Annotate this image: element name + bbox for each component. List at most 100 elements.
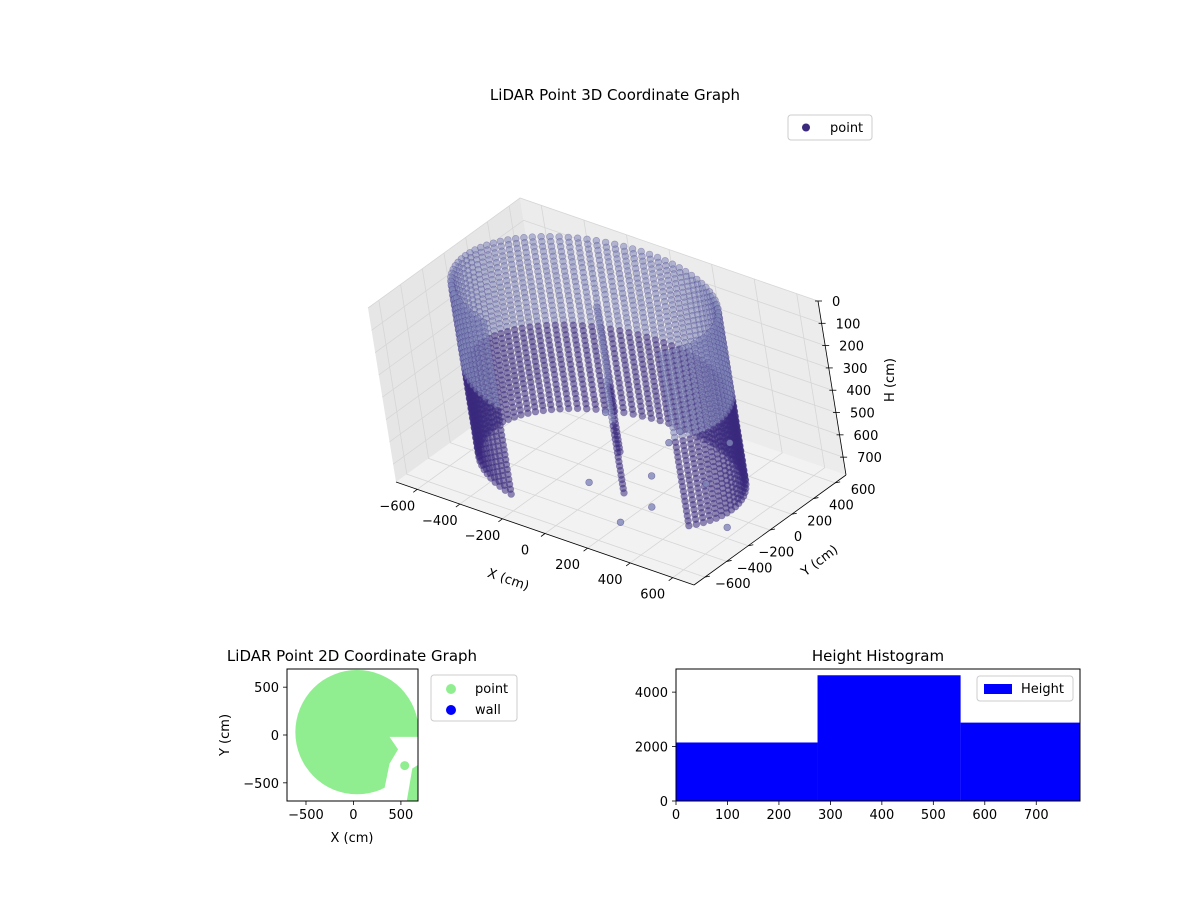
data-point	[706, 516, 714, 525]
x-tick-label: 200	[767, 808, 792, 823]
x-tick-label: 600	[972, 808, 997, 823]
data-point	[592, 405, 600, 413]
data-point	[620, 489, 628, 497]
chart-3d-points	[447, 233, 750, 532]
grid-line-z	[367, 197, 819, 309]
data-point	[629, 410, 637, 418]
data-point	[582, 405, 591, 413]
chart-2d-ylabel: Y (cm)	[218, 714, 233, 757]
histogram-bars	[676, 675, 1080, 801]
data-point	[616, 518, 625, 526]
y-tick-label: 2000	[635, 741, 668, 756]
y-tick	[748, 544, 754, 547]
data-point	[573, 404, 582, 413]
data-point	[400, 761, 410, 771]
data-point	[718, 511, 726, 520]
data-point	[507, 490, 515, 498]
x-tick-label: 600	[640, 588, 665, 603]
data-point	[665, 439, 673, 447]
z-tick-label: 500	[850, 407, 875, 422]
data-point	[564, 404, 573, 413]
chart-2d-xlabel: X (cm)	[331, 831, 374, 846]
histogram-bar	[960, 722, 1080, 801]
x-tick	[455, 503, 461, 508]
z-tick-label: 700	[857, 451, 882, 466]
x-tick-label: 400	[598, 573, 623, 588]
x-tick	[668, 577, 673, 581]
legend-frame	[787, 114, 873, 141]
x-tick-label: 0	[349, 808, 357, 823]
data-point	[647, 472, 656, 480]
chart-2d-legend: point wall	[430, 674, 518, 722]
y-tick-label: −400	[737, 561, 773, 576]
z-axis-line	[817, 300, 847, 476]
data-point	[676, 427, 684, 435]
data-point	[726, 439, 734, 447]
z-tick-label: 400	[846, 384, 871, 399]
z-tick-label: 0	[832, 295, 840, 310]
data-point	[723, 523, 731, 532]
point-region	[295, 669, 418, 795]
x-tick-label: −500	[288, 808, 324, 823]
legend-label-point: point	[475, 682, 508, 697]
chart-2d-ticks: −500 0 500 −500 0 500	[243, 681, 413, 823]
point-region-edge	[406, 764, 418, 801]
x-tick-label: 500	[921, 808, 946, 823]
y-tick-label: −200	[758, 546, 794, 561]
y-tick	[704, 575, 710, 578]
y-tick-label: 600	[851, 483, 876, 498]
data-point	[531, 408, 540, 416]
x-tick-label: 400	[869, 808, 894, 823]
y-tick-label: 500	[254, 681, 279, 696]
chart-2d-title: LiDAR Point 2D Coordinate Graph	[227, 647, 477, 665]
y-tick	[813, 497, 819, 499]
data-point	[539, 406, 547, 415]
chart-3d-legend: point	[787, 114, 873, 141]
y-tick-label: 0	[794, 530, 802, 545]
data-point	[647, 414, 656, 422]
grid-line-y	[378, 300, 705, 578]
x-tick	[583, 547, 588, 552]
data-point	[712, 514, 720, 522]
x-tick-label: −200	[465, 529, 501, 544]
y-tick-label: 400	[829, 499, 854, 514]
chart-3d-xlabel: X (cm)	[485, 566, 531, 594]
y-tick	[835, 481, 841, 484]
y-tick-label: 0	[271, 729, 279, 744]
x-tick	[413, 489, 418, 493]
chart-3d-axes: −600−400−2000200400600−600−400−200020040…	[379, 295, 882, 603]
x-tick-label: 500	[388, 808, 413, 823]
y-tick	[791, 512, 797, 515]
x-tick-label: 200	[555, 558, 580, 573]
x-tick	[625, 562, 631, 567]
x-tick	[498, 518, 503, 523]
legend-marker-wall	[446, 705, 456, 715]
grid-line-y	[400, 284, 727, 562]
z-tick-label: 600	[854, 429, 879, 444]
data-point	[648, 503, 656, 511]
gap-region	[381, 736, 418, 801]
chart-3d: LiDAR Point 3D Coordinate Graph −600−400…	[367, 86, 898, 603]
data-point	[620, 408, 628, 417]
x-tick-label: 300	[818, 808, 843, 823]
histogram-frame	[675, 668, 1081, 802]
grid-line-y	[421, 268, 749, 547]
legend-marker-point	[446, 684, 456, 694]
legend-label-wall: wall	[475, 703, 501, 718]
data-point	[510, 413, 519, 421]
data-point	[702, 480, 710, 488]
legend-label-point: point	[830, 121, 863, 136]
legend-frame	[976, 675, 1074, 702]
histogram-bar	[817, 675, 961, 801]
z-tick-label: 100	[836, 317, 861, 332]
x-tick-label: −600	[379, 499, 415, 514]
data-point	[547, 405, 556, 414]
legend-marker-point	[802, 123, 810, 132]
legend-swatch-height	[984, 684, 1012, 694]
grid-line-x	[417, 205, 570, 490]
histogram-title: Height Histogram	[812, 647, 944, 665]
y-tick-label: 200	[807, 514, 832, 529]
y-tick-label: 4000	[635, 686, 668, 701]
data-point	[585, 478, 593, 487]
data-point	[601, 408, 610, 417]
